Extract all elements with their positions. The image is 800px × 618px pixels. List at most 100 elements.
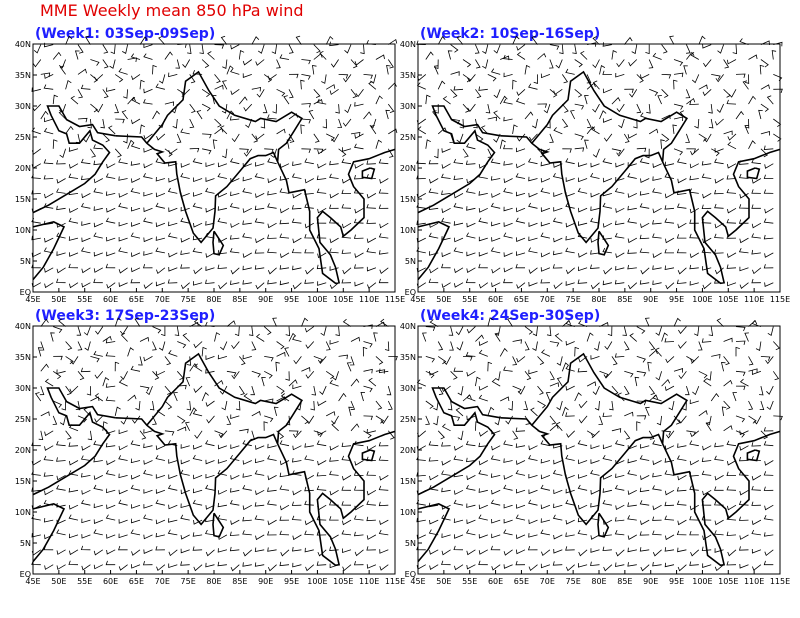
wind-barb: [676, 158, 687, 165]
wind-barb: [155, 370, 166, 376]
wind-barb: [238, 356, 246, 366]
wind-barb: [254, 205, 265, 211]
wind-barb: [611, 356, 618, 366]
wind-barb: [697, 341, 703, 351]
wind-barb: [652, 252, 662, 259]
wind-barb: [310, 400, 315, 411]
wind-barb: [773, 341, 781, 351]
wind-barb: [528, 489, 538, 495]
wind-barb: [152, 371, 160, 380]
wind-barb: [187, 44, 192, 54]
wind-barb: [711, 353, 721, 359]
wind-barb: [143, 356, 153, 362]
wind-barb: [589, 264, 600, 269]
wind-barb: [56, 188, 66, 194]
lon-tick-label: 60E: [488, 577, 503, 586]
lat-tick-label: 10N: [15, 226, 31, 235]
wind-barb: [168, 72, 178, 78]
wind-barb: [242, 485, 252, 491]
wind-barb: [735, 326, 746, 332]
wind-barb: [230, 222, 240, 228]
wind-barb: [272, 104, 277, 114]
wind-barb: [242, 354, 252, 360]
wind-barb: [773, 415, 783, 421]
wind-barb: [578, 162, 588, 167]
lon-tick-label: 105E: [718, 577, 738, 586]
wind-barb: [686, 44, 691, 54]
wind-barb: [118, 68, 128, 75]
wind-barb: [716, 103, 724, 113]
wind-barb: [441, 514, 451, 521]
wind-barb: [512, 79, 517, 90]
wind-barb: [217, 354, 228, 360]
wind-barb: [254, 562, 265, 567]
wind-barb: [205, 473, 215, 479]
wind-barb: [319, 50, 327, 60]
wind-barb: [242, 265, 252, 271]
wind-barb: [690, 549, 700, 557]
wind-barb: [685, 385, 690, 396]
wind-barb: [366, 500, 376, 506]
wind-barb: [727, 281, 737, 287]
wind-barb: [300, 124, 305, 134]
wind-barb: [316, 98, 327, 105]
wind-barb: [549, 415, 557, 425]
lon-tick-label: 95E: [669, 577, 684, 586]
lon-tick-label: 95E: [284, 295, 299, 304]
wind-barb: [640, 74, 650, 80]
wind-barb: [615, 72, 625, 78]
wind-barb: [226, 320, 236, 327]
wind-barb: [192, 281, 203, 286]
wind-barb: [230, 444, 240, 450]
wind-barb: [627, 133, 637, 139]
wind-barb: [664, 470, 675, 476]
wind-barb: [366, 237, 377, 244]
wind-barb: [167, 279, 178, 284]
wind-barb: [516, 534, 526, 540]
coastline: [597, 230, 610, 256]
wind-barb: [52, 139, 58, 149]
wind-barb: [577, 221, 588, 226]
wind-barb: [524, 111, 534, 120]
wind-barb: [316, 472, 327, 477]
coastline: [417, 387, 501, 496]
wind-barb: [65, 79, 72, 90]
wind-barb: [578, 504, 588, 510]
wind-barb: [565, 267, 575, 275]
wind-barb: [93, 278, 103, 284]
lon-tick-label: 45E: [25, 577, 40, 586]
wind-barb: [727, 549, 737, 557]
wind-barb: [81, 489, 91, 495]
wind-barb: [354, 102, 364, 107]
wind-barb: [251, 410, 261, 417]
wind-barb: [354, 207, 364, 214]
wind-barb: [636, 74, 644, 83]
wind-barb: [40, 110, 49, 120]
lon-tick-label: 65E: [129, 577, 144, 586]
wind-barb: [167, 232, 178, 239]
wind-barb: [661, 44, 668, 54]
wind-barb: [493, 44, 501, 54]
wind-barb: [416, 40, 426, 45]
lat-tick-label: 10N: [400, 226, 416, 235]
wind-barb: [230, 88, 240, 96]
wind-barb: [553, 489, 563, 495]
wind-barb: [735, 430, 745, 438]
wind-barb: [130, 161, 141, 166]
wind-barb: [453, 455, 464, 461]
wind-barb: [590, 534, 600, 540]
wind-barb: [255, 534, 265, 541]
wind-barb: [264, 415, 274, 423]
wind-barb: [353, 471, 364, 476]
wind-barb: [205, 369, 215, 374]
wind-barb: [748, 368, 758, 373]
wind-barb: [280, 393, 290, 402]
wind-barb: [764, 460, 774, 466]
wind-barb: [491, 533, 501, 539]
wind-barb: [748, 140, 756, 149]
wind-barb: [90, 59, 100, 66]
lat-tick-label: 15N: [400, 195, 416, 204]
wind-barb: [37, 347, 43, 357]
wind-barb: [516, 237, 526, 242]
